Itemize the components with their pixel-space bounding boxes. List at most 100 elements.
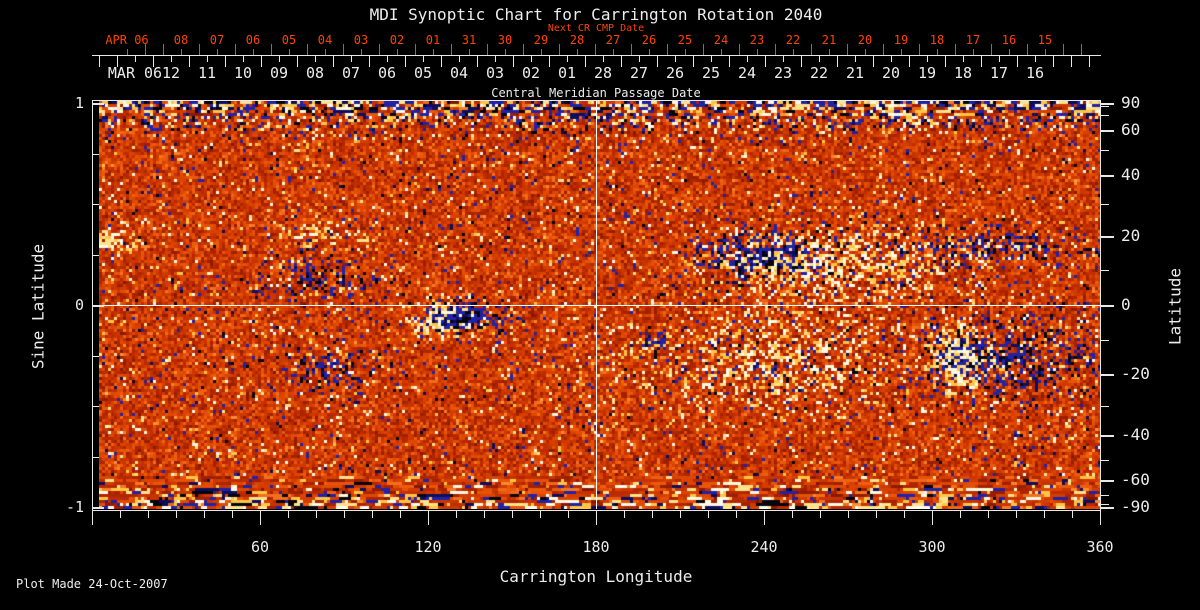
next-cr-month-label: APR 06 xyxy=(105,33,149,47)
next-cr-date-label: 02 xyxy=(389,33,405,47)
next-cr-date-label: 27 xyxy=(605,33,621,47)
longitude-minor-tick xyxy=(120,511,121,518)
longitude-minor-tick xyxy=(820,511,821,518)
next-cr-date-tick xyxy=(1027,44,1028,55)
next-cr-date-tick xyxy=(919,44,920,55)
longitude-minor-tick xyxy=(288,511,289,518)
sine-latitude-minor-tick xyxy=(93,456,99,458)
cmp-date-tick xyxy=(729,56,730,67)
cmp-date-label: 10 xyxy=(233,64,253,82)
longitude-minor-tick xyxy=(512,511,513,518)
latitude-tick xyxy=(1101,479,1114,482)
plot-made-note: Plot Made 24-Oct-2007 xyxy=(16,577,168,591)
longitude-tick-label: 360 xyxy=(1086,538,1114,556)
longitude-minor-tick xyxy=(568,511,569,518)
next-cr-date-label: 19 xyxy=(893,33,909,47)
cmp-date-tick xyxy=(1053,56,1054,67)
plot-frame-top xyxy=(92,100,1101,101)
cmp-date-label: 03 xyxy=(485,64,505,82)
cmp-date-tick xyxy=(1071,56,1072,67)
chart-title: MDI Synoptic Chart for Carrington Rotati… xyxy=(369,5,823,24)
next-cr-date-tick xyxy=(253,49,254,55)
latitude-tick-label: 0 xyxy=(1121,295,1131,314)
next-cr-date-tick xyxy=(271,44,272,55)
cmp-date-tick xyxy=(891,56,892,62)
sine-latitude-minor-tick xyxy=(93,254,99,256)
next-cr-date-label: 25 xyxy=(677,33,693,47)
next-cr-date-label: 30 xyxy=(497,33,513,47)
cmp-date-label: 25 xyxy=(701,64,721,82)
cmp-date-tick xyxy=(801,56,802,67)
longitude-tick xyxy=(428,511,429,525)
next-cr-date-label: 28 xyxy=(569,33,585,47)
longitude-tick-label: 60 xyxy=(250,538,270,556)
next-cr-date-tick xyxy=(577,49,578,55)
next-cr-date-tick xyxy=(667,44,668,55)
next-cr-date-tick xyxy=(217,49,218,55)
cmp-date-label: 19 xyxy=(917,64,937,82)
next-cr-date-label: 03 xyxy=(353,33,369,47)
latitude-tick xyxy=(1101,374,1114,377)
next-cr-date-label: 21 xyxy=(821,33,837,47)
longitude-minor-tick xyxy=(960,511,961,518)
longitude-minor-tick xyxy=(708,511,709,518)
longitude-tick xyxy=(764,511,765,525)
longitude-minor-tick xyxy=(344,511,345,518)
cmp-date-label: 16 xyxy=(1025,64,1045,82)
next-cr-date-tick xyxy=(307,44,308,55)
cmp-date-tick xyxy=(369,56,370,67)
cmp-date-tick xyxy=(171,56,172,62)
cmp-date-tick xyxy=(963,56,964,62)
cmp-date-label: 28 xyxy=(593,64,613,82)
plot-frame-bottom xyxy=(92,510,1101,511)
cmp-date-tick xyxy=(585,56,586,67)
next-cr-date-tick xyxy=(1009,49,1010,55)
carrington-longitude-axis-title: Carrington Longitude xyxy=(499,567,693,586)
next-cr-date-label: 20 xyxy=(857,33,873,47)
sine-latitude-tick-label: 0 xyxy=(74,296,84,314)
next-cr-date-tick xyxy=(181,49,182,55)
next-cr-date-tick xyxy=(145,44,146,55)
longitude-minor-tick xyxy=(848,511,849,518)
cmp-date-label: 24 xyxy=(737,64,757,82)
plot-frame-right xyxy=(1100,100,1101,511)
next-cr-date-tick xyxy=(1063,44,1064,55)
longitude-tick-label: 300 xyxy=(918,538,946,556)
sine-latitude-tick-label: 1 xyxy=(74,94,84,112)
next-cr-date-label: 15 xyxy=(1037,33,1053,47)
longitude-minor-tick xyxy=(792,511,793,518)
next-cr-date-tick xyxy=(937,49,938,55)
longitude-minor-tick xyxy=(316,511,317,518)
latitude-minor-tick xyxy=(1101,269,1109,271)
cmp-date-tick xyxy=(945,56,946,67)
next-cr-date-tick xyxy=(451,44,452,55)
longitude-tick-label: 240 xyxy=(750,538,778,556)
next-cr-date-tick xyxy=(289,49,290,55)
cmp-date-tick xyxy=(783,56,784,62)
latitude-minor-tick xyxy=(1101,503,1109,505)
next-cr-date-label: 07 xyxy=(209,33,225,47)
next-cr-date-label: 22 xyxy=(785,33,801,47)
next-cr-date-label: 31 xyxy=(461,33,477,47)
cmp-date-tick xyxy=(567,56,568,62)
longitude-minor-tick xyxy=(904,511,905,518)
longitude-minor-tick xyxy=(624,511,625,518)
cmp-date-axis-title: Central Meridian Passage Date xyxy=(491,86,701,100)
longitude-minor-tick xyxy=(652,511,653,518)
cmp-date-tick xyxy=(747,56,748,62)
next-cr-date-tick xyxy=(631,44,632,55)
latitude-axis-title: Latitude xyxy=(1165,267,1185,346)
cmp-date-tick xyxy=(333,56,334,67)
next-cr-date-tick xyxy=(811,44,812,55)
latitude-minor-tick xyxy=(1101,406,1109,407)
next-cr-date-label: 17 xyxy=(965,33,981,47)
latitude-tick xyxy=(1101,434,1114,437)
cmp-date-label: 22 xyxy=(809,64,829,82)
cmp-month-label: MAR 06 xyxy=(107,64,163,82)
longitude-tick xyxy=(92,511,93,525)
next-cr-date-tick xyxy=(343,44,344,55)
next-cr-date-label: 08 xyxy=(173,33,189,47)
next-cr-date-label: 18 xyxy=(929,33,945,47)
cmp-date-label: 17 xyxy=(989,64,1009,82)
longitude-minor-tick xyxy=(484,511,485,518)
